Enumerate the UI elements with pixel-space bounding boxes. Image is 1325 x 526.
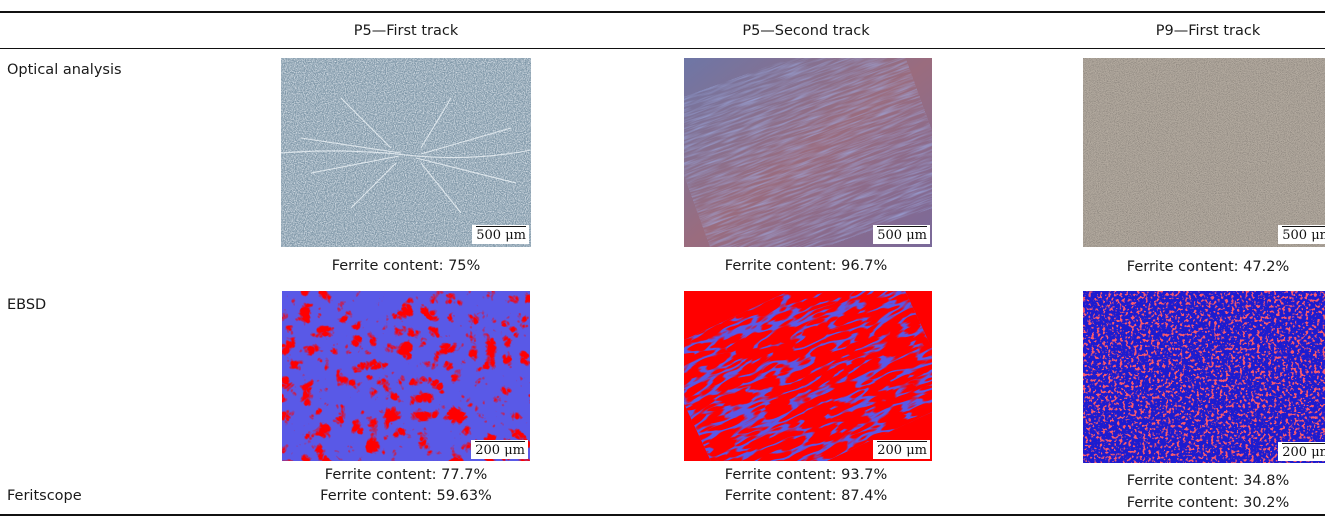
header-rule [0,48,1325,49]
dendrite-lines [281,97,531,214]
ebsd-map-p9-first: 200 μm [1083,291,1325,463]
austenite-phase [684,291,932,461]
optical-micrograph-p5-first: 500 μm [281,58,531,247]
micrograph-texture [684,58,932,247]
ebsd-map-p5-first-graphic [282,291,530,461]
austenite-phase [282,291,530,461]
column-header-p5-first: P5—First track [353,23,459,39]
scale-bar-optical-p5-second: 500 μm [873,225,930,244]
caption-optical-p9-first: Ferrite content: 47.2% [1126,259,1290,275]
row-header-optical: Optical analysis [7,62,122,78]
optical-micrograph-p9-first: 500 μm [1083,58,1325,247]
bottom-rule [0,514,1325,516]
column-header-p9-first: P9—First track [1155,23,1261,39]
row-header-feritscope: Feritscope [7,488,82,504]
ebsd-map-p5-first: 200 μm [282,291,530,461]
scale-bar-ebsd-p9-first: 200 μm [1278,442,1325,461]
caption-ebsd-p5-second: Ferrite content: 93.7% [724,467,888,483]
scale-bar-optical-p9-first: 500 μm [1278,225,1325,244]
top-rule [0,11,1325,13]
column-header-p5-second: P5—Second track [742,23,870,39]
row-header-ebsd: EBSD [7,297,47,313]
scale-bar-optical-p5-first: 500 μm [472,225,529,244]
feritscope-p5-second: Ferrite content: 87.4% [724,488,888,504]
feritscope-p9-first: Ferrite content: 30.2% [1126,495,1290,511]
optical-micrograph-p5-second: 500 μm [684,58,932,247]
scale-bar-ebsd-p5-second: 200 μm [873,440,930,459]
feritscope-p5-first: Ferrite content: 59.63% [320,488,492,504]
caption-ebsd-p5-first: Ferrite content: 77.7% [324,467,488,483]
optical-micrograph-p9-first-graphic [1083,58,1325,247]
ferrite-phase [1083,291,1325,463]
ebsd-map-p5-second-graphic [684,291,932,461]
optical-micrograph-p5-first-graphic [281,58,531,247]
micrograph-texture [281,58,531,247]
caption-optical-p5-first: Ferrite content: 75% [331,258,481,274]
optical-micrograph-p5-second-graphic [684,58,932,247]
scale-bar-ebsd-p5-first: 200 μm [471,440,528,459]
caption-ebsd-p9-first: Ferrite content: 34.8% [1126,473,1290,489]
micrograph-texture [1083,58,1325,247]
ebsd-map-p5-second: 200 μm [684,291,932,461]
ebsd-map-p9-first-graphic [1083,291,1325,463]
caption-optical-p5-second: Ferrite content: 96.7% [724,258,888,274]
